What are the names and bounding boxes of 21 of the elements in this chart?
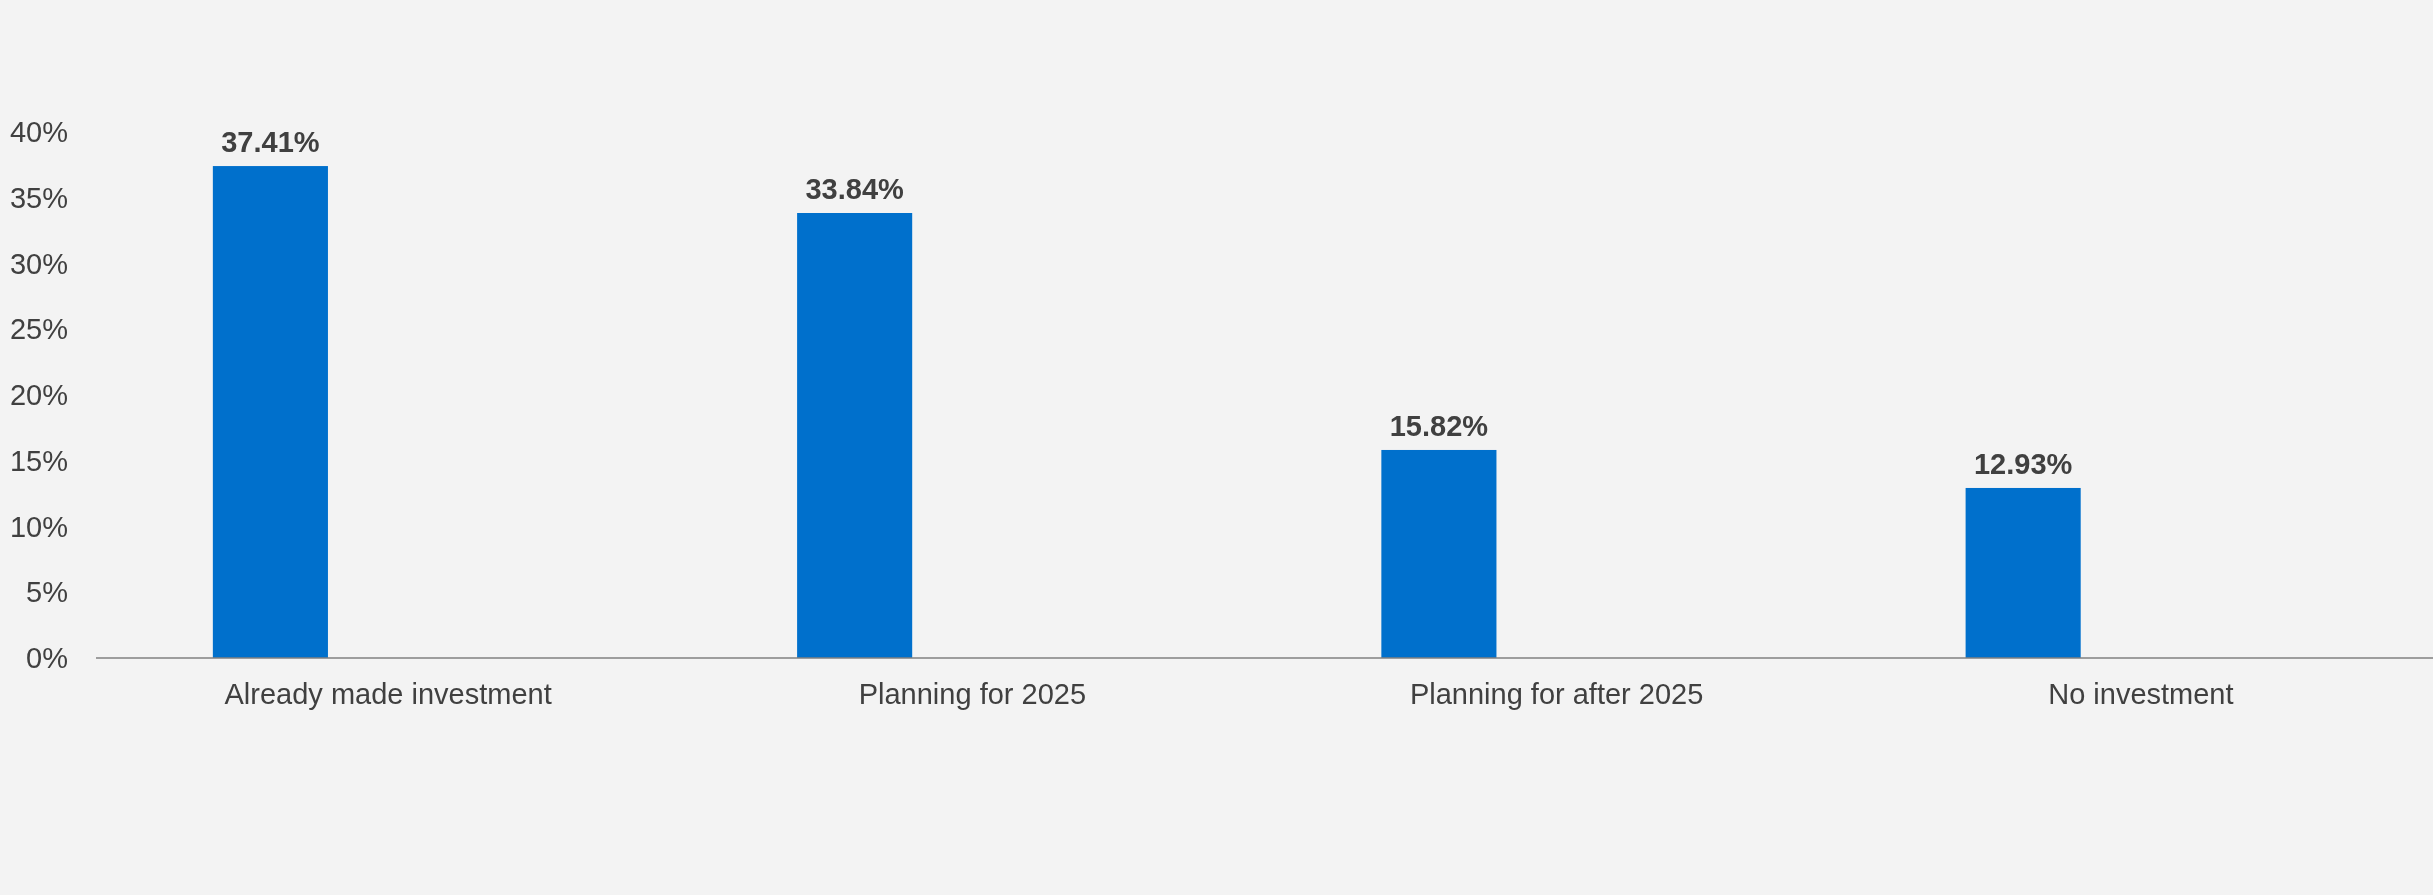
x-tick-label: Already made investment <box>224 678 552 710</box>
y-tick-label: 20% <box>9 379 68 412</box>
y-tick-label: 25% <box>9 313 68 346</box>
bar <box>1381 449 1497 658</box>
x-tick-label: Planning for 2025 <box>858 678 1087 710</box>
data-label: 15.82% <box>1389 409 1489 442</box>
bar <box>212 166 328 658</box>
data-label: 33.84% <box>805 173 905 205</box>
y-tick-label: 30% <box>9 247 68 280</box>
y-tick-label: 0% <box>26 642 68 675</box>
y-tick-label: 5% <box>26 576 68 609</box>
bar <box>797 213 913 658</box>
y-tick-label: 10% <box>9 510 68 543</box>
data-label: 37.41% <box>221 126 320 159</box>
x-tick-label: Planning for after 2025 <box>1409 678 1704 710</box>
data-label: 12.93% <box>1973 447 2073 480</box>
y-tick-label: 15% <box>9 444 68 477</box>
x-tick-label: No investment <box>2048 678 2234 710</box>
y-tick-label: 40% <box>9 116 68 149</box>
bar <box>1965 487 2081 658</box>
y-tick-label: 35% <box>9 181 68 214</box>
